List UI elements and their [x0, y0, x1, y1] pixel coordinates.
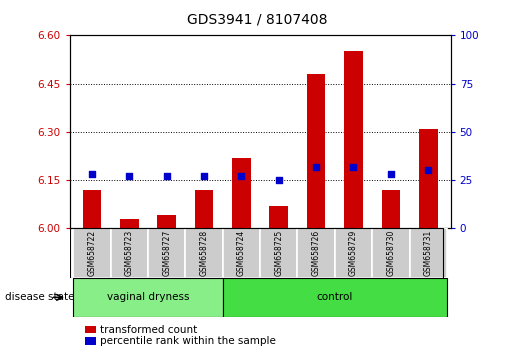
Text: GSM658722: GSM658722 [88, 230, 96, 276]
Text: GSM658724: GSM658724 [237, 230, 246, 276]
Bar [73, 228, 111, 278]
Bar [382, 190, 400, 228]
Bar [157, 216, 176, 228]
Point [200, 173, 208, 179]
Text: GDS3941 / 8107408: GDS3941 / 8107408 [187, 12, 328, 27]
Bar [120, 219, 139, 228]
Point [387, 171, 395, 177]
Bar [307, 74, 325, 228]
Bar [195, 190, 213, 228]
Point [163, 173, 171, 179]
Bar [269, 206, 288, 228]
Bar [335, 228, 372, 278]
Text: disease state: disease state [5, 292, 75, 302]
Point [424, 167, 432, 173]
Bar [148, 228, 185, 278]
Text: vaginal dryness: vaginal dryness [107, 292, 189, 302]
Point [312, 164, 320, 170]
Point [349, 164, 357, 170]
Text: transformed count: transformed count [100, 325, 198, 335]
Bar [185, 228, 222, 278]
Text: GSM658728: GSM658728 [199, 230, 209, 276]
Text: GSM658725: GSM658725 [274, 230, 283, 276]
Text: GSM658731: GSM658731 [424, 230, 433, 276]
Point [237, 173, 246, 179]
Point [125, 173, 133, 179]
Text: percentile rank within the sample: percentile rank within the sample [100, 336, 277, 346]
Bar [222, 278, 447, 317]
Text: GSM658727: GSM658727 [162, 230, 171, 276]
Text: control: control [317, 292, 353, 302]
Text: GSM658730: GSM658730 [386, 230, 396, 276]
Bar [111, 228, 148, 278]
Bar [372, 228, 409, 278]
Bar [419, 129, 438, 228]
Point [274, 177, 283, 183]
Bar [73, 278, 222, 317]
Bar [409, 228, 447, 278]
Bar [82, 190, 101, 228]
Bar [232, 158, 251, 228]
Bar [344, 51, 363, 228]
Bar [260, 228, 298, 278]
Bar [298, 228, 335, 278]
Point [88, 171, 96, 177]
Text: GSM658729: GSM658729 [349, 230, 358, 276]
Text: GSM658723: GSM658723 [125, 230, 134, 276]
Bar [222, 228, 260, 278]
Text: GSM658726: GSM658726 [312, 230, 321, 276]
